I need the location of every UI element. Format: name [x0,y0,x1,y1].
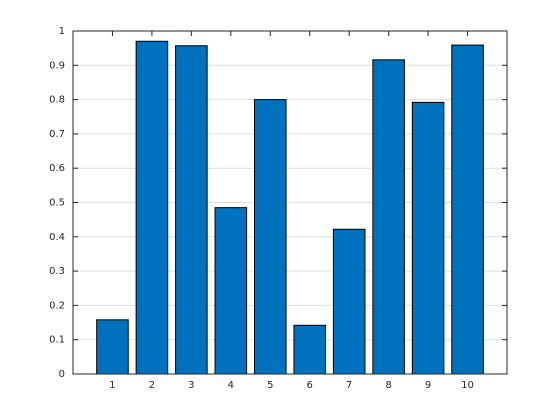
x-tick-label: 10 [461,380,474,391]
x-tick-label: 6 [307,380,313,391]
x-tick-label: 2 [149,380,155,391]
y-tick-label: 0.9 [49,60,65,71]
x-tick-label: 7 [346,380,352,391]
bar [253,99,287,375]
y-tick-label: 0.6 [49,163,65,174]
bar [214,207,248,375]
y-tick-label: 0 [59,369,65,380]
y-tick-label: 0.4 [49,232,65,243]
y-tick-label: 0.3 [49,266,65,277]
bar [293,324,327,375]
bar [175,45,208,375]
x-tick-label: 9 [425,380,431,391]
bar [135,40,169,375]
bar [332,228,366,375]
x-tick-label: 5 [267,380,273,391]
bar [411,101,445,375]
y-tick-label: 0.8 [49,95,65,106]
x-tick-label: 4 [228,380,234,391]
y-tick-label: 0.7 [49,129,65,140]
y-tick-label: 0.2 [49,300,65,311]
bar [96,319,129,375]
bar [372,59,405,375]
x-tick-label: 3 [188,380,194,391]
axes-box [72,30,508,375]
y-tick-label: 1 [59,26,65,37]
y-tick-label: 0.1 [49,335,65,346]
bar [451,44,484,375]
x-tick-label: 1 [109,380,115,391]
x-tick-label: 8 [385,380,391,391]
y-tick-label: 0.5 [49,198,65,209]
